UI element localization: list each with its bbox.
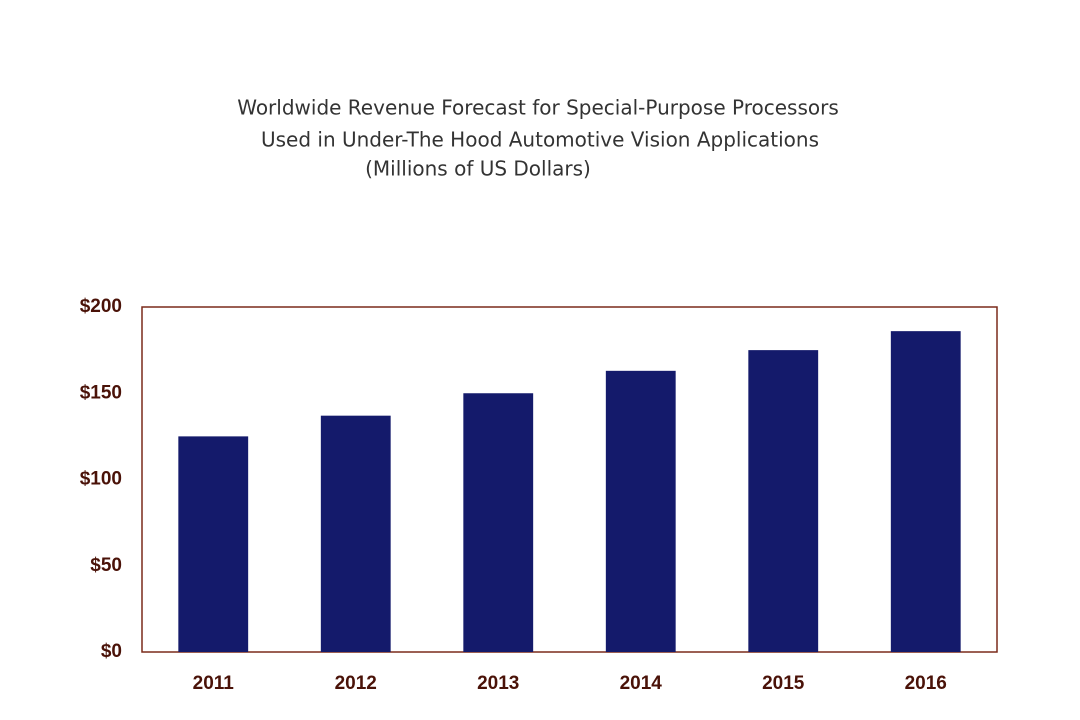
bar bbox=[605, 370, 676, 652]
y-tick-label: $50 bbox=[90, 555, 122, 576]
y-tick-label: $200 bbox=[80, 296, 122, 317]
x-tick-label: 2012 bbox=[335, 673, 377, 694]
y-tick-label: $0 bbox=[101, 641, 122, 662]
bar bbox=[463, 393, 534, 652]
x-tick-label: 2014 bbox=[620, 673, 663, 694]
x-tick-label: 2016 bbox=[905, 673, 947, 694]
bar bbox=[748, 350, 819, 652]
x-tick-label: 2013 bbox=[477, 673, 519, 694]
y-tick-label: $100 bbox=[80, 469, 122, 490]
bar bbox=[890, 331, 961, 652]
y-tick-label: $150 bbox=[80, 382, 122, 403]
x-tick-label: 2011 bbox=[193, 673, 235, 694]
bar bbox=[178, 436, 249, 652]
plot-frame bbox=[141, 306, 998, 653]
bar bbox=[320, 415, 391, 652]
x-tick-label: 2015 bbox=[762, 673, 805, 694]
chart-title: Worldwide Revenue Forecast for Special-P… bbox=[237, 96, 839, 120]
chart-title: Used in Under-The Hood Automotive Vision… bbox=[261, 128, 819, 152]
chart-subtitle: (Millions of US Dollars) bbox=[365, 157, 591, 181]
